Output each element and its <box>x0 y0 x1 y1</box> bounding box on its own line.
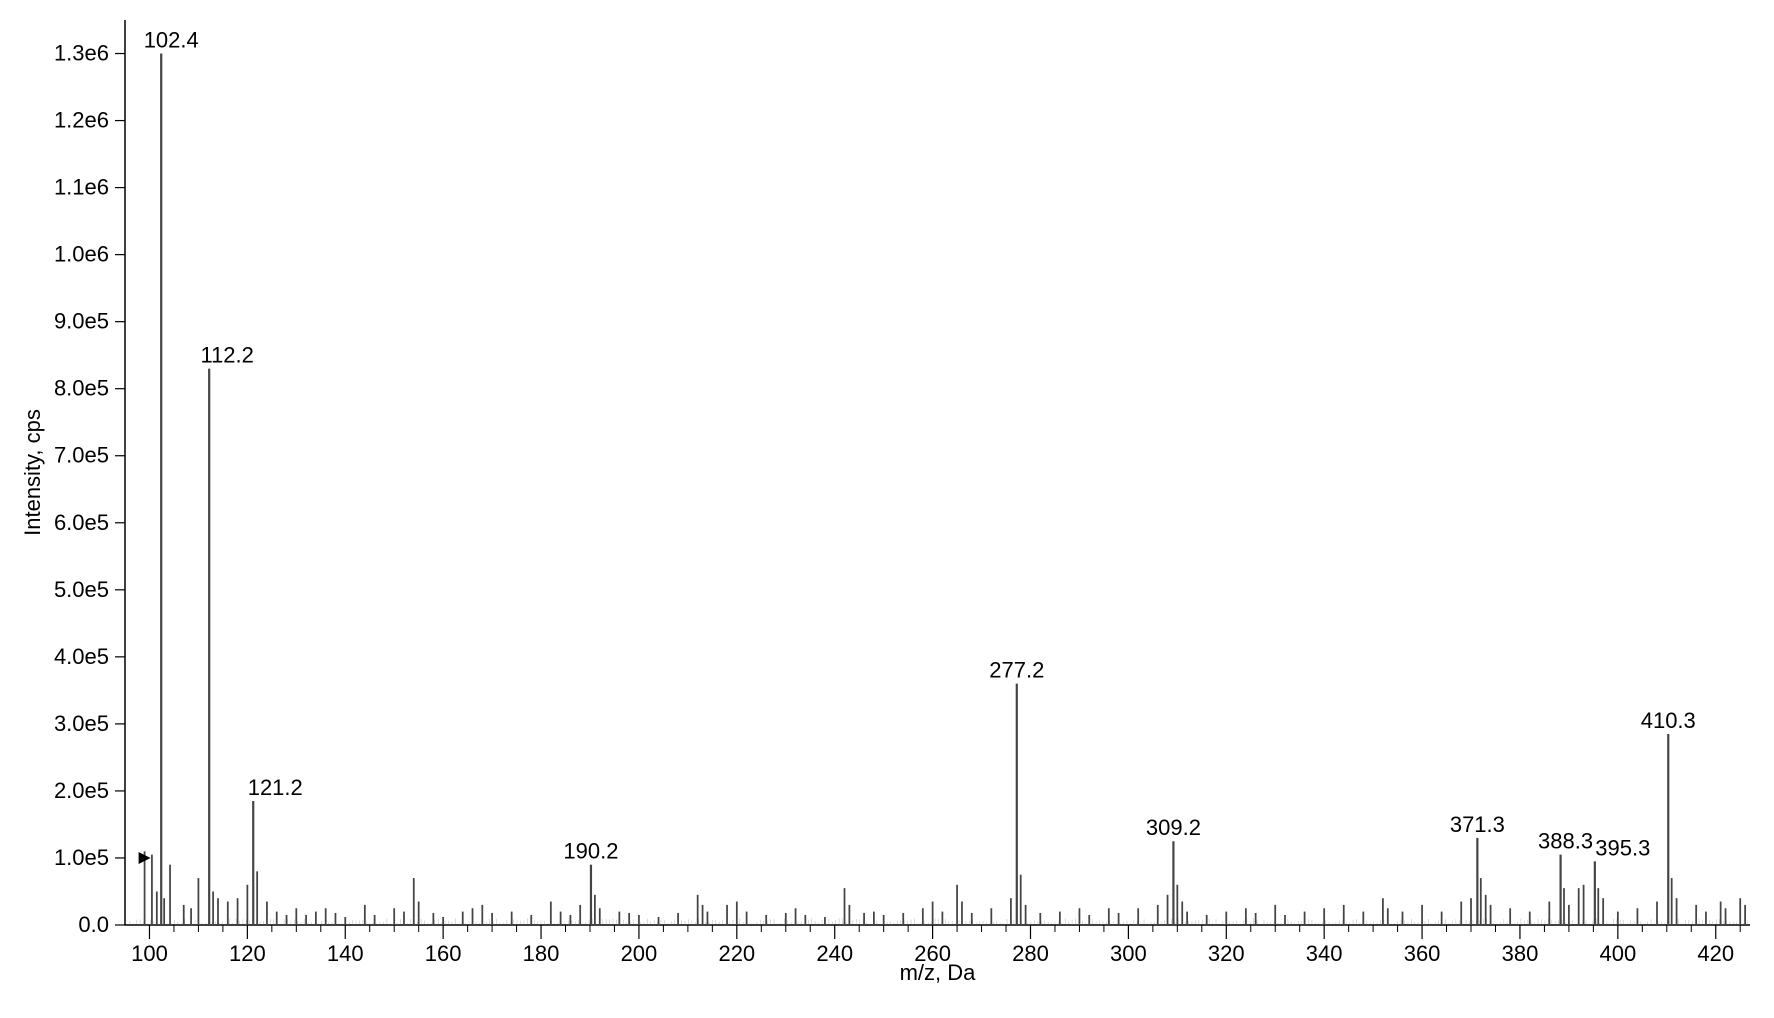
x-axis-title: m/z, Da <box>900 960 977 985</box>
y-tick-label: 1.0e5 <box>54 845 109 870</box>
x-tick-label: 420 <box>1697 941 1734 966</box>
y-tick-label: 4.0e5 <box>54 644 109 669</box>
peak-label: 371.3 <box>1450 812 1505 837</box>
y-tick-label: 1.0e6 <box>54 242 109 267</box>
peak-label: 309.2 <box>1146 815 1201 840</box>
chart-bg <box>0 0 1774 1018</box>
y-tick-label: 3.0e5 <box>54 711 109 736</box>
peak-label: 388.3 <box>1538 829 1593 854</box>
x-tick-label: 220 <box>718 941 755 966</box>
x-tick-label: 120 <box>229 941 266 966</box>
x-tick-label: 240 <box>816 941 853 966</box>
peak-label: 190.2 <box>563 839 618 864</box>
y-axis-title: Intensity, cps <box>20 409 45 536</box>
y-tick-label: 5.0e5 <box>54 577 109 602</box>
y-tick-label: 1.1e6 <box>54 175 109 200</box>
y-tick-label: 1.3e6 <box>54 41 109 66</box>
x-tick-label: 280 <box>1012 941 1049 966</box>
peak-label: 121.2 <box>248 775 303 800</box>
y-tick-label: 7.0e5 <box>54 443 109 468</box>
x-tick-label: 200 <box>621 941 658 966</box>
x-tick-label: 400 <box>1599 941 1636 966</box>
y-tick-label: 9.0e5 <box>54 309 109 334</box>
x-tick-label: 180 <box>523 941 560 966</box>
peak-label: 410.3 <box>1641 708 1696 733</box>
y-tick-label: 0.0 <box>78 912 109 937</box>
x-tick-label: 320 <box>1208 941 1245 966</box>
peak-label: 395.3 <box>1595 835 1650 860</box>
peak-label: 102.4 <box>144 28 199 53</box>
x-tick-label: 340 <box>1306 941 1343 966</box>
x-tick-label: 140 <box>327 941 364 966</box>
chart-svg: 1001201401601802002202402602803003203403… <box>0 0 1774 1018</box>
y-tick-label: 2.0e5 <box>54 778 109 803</box>
x-tick-label: 360 <box>1404 941 1441 966</box>
y-tick-label: 6.0e5 <box>54 510 109 535</box>
x-tick-label: 100 <box>131 941 168 966</box>
x-tick-label: 160 <box>425 941 462 966</box>
peak-label: 277.2 <box>989 658 1044 683</box>
peak-label: 112.2 <box>200 343 253 368</box>
mass-spectrum-chart: 1001201401601802002202402602803003203403… <box>0 0 1774 1018</box>
y-tick-label: 1.2e6 <box>54 108 109 133</box>
y-tick-label: 8.0e5 <box>54 376 109 401</box>
x-tick-label: 300 <box>1110 941 1147 966</box>
x-tick-label: 380 <box>1502 941 1539 966</box>
